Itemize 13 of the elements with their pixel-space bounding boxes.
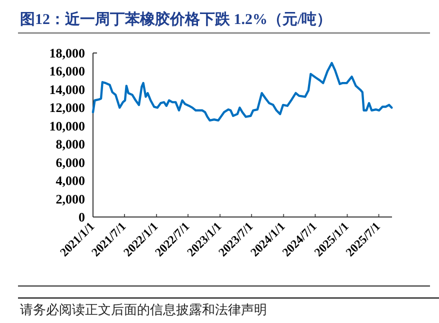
y-tick-label: 0 [78,210,85,224]
y-tick-label: 6,000 [56,154,85,170]
chart-title: 图12：近一周丁苯橡胶价格下跌 1.2%（元/吨） [20,10,332,28]
y-tick-label: 10,000 [49,118,85,134]
line-series [92,62,393,122]
y-tick-label: 12,000 [49,100,85,116]
text: 请务必阅读正文后面的信息披露和法律声明 [20,302,267,317]
y-tick-label: 14,000 [49,82,85,97]
y-tick-label: 18,000 [49,46,85,60]
y-tick-label: 8,000 [56,136,85,152]
y-tick-label: 4,000 [56,173,85,188]
y-tick-label: 16,000 [49,64,85,79]
y-tick-label: 2,000 [56,191,85,206]
